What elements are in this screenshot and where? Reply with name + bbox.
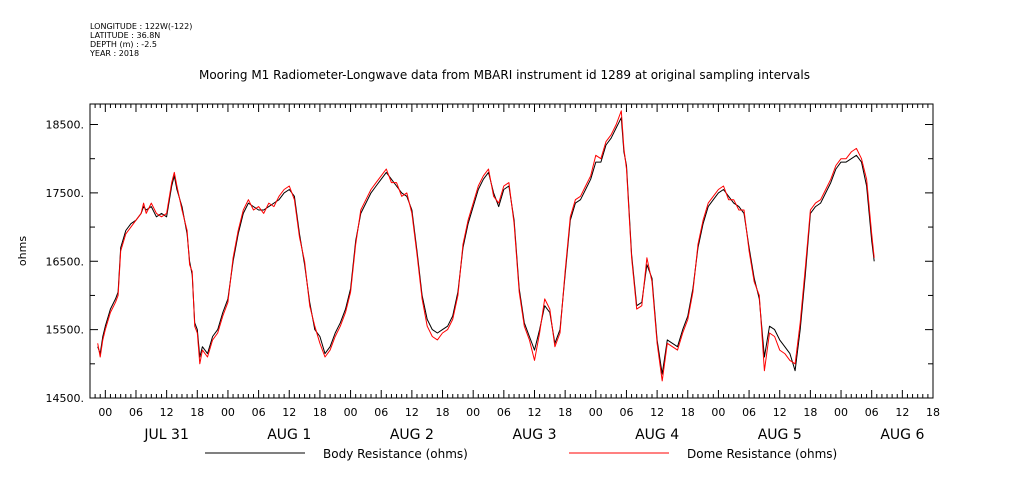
y-axis-label: ohms (16, 236, 29, 266)
x-tick-label: 00 (221, 406, 235, 419)
x-tick-label: 00 (466, 406, 480, 419)
y-tick-label: 14500. (46, 392, 85, 405)
x-day-label: JUL 31 (143, 427, 188, 443)
x-day-label: AUG 5 (758, 427, 802, 443)
chart-title: Mooring M1 Radiometer-Longwave data from… (198, 68, 810, 82)
legend-label-dome: Dome Resistance (ohms) (687, 447, 837, 461)
x-tick-label: 18 (803, 406, 817, 419)
x-tick-label: 12 (160, 406, 174, 419)
x-tick-label: 00 (589, 406, 603, 419)
x-tick-label: 06 (865, 406, 879, 419)
series-body-resistance (97, 117, 875, 375)
header-longitude: LONGITUDE : 122W(-122) (90, 22, 193, 31)
x-tick-label: 06 (129, 406, 143, 419)
x-tick-label: 12 (650, 406, 664, 419)
x-tick-label: 06 (619, 406, 633, 419)
x-tick-label: 00 (711, 406, 725, 419)
ticks-layer: 00 06 12 18 00 06 12 18 00 06 12 18 00 06 12 18 00 06 12 18… (46, 104, 940, 443)
x-tick-label: 06 (497, 406, 511, 419)
x-tick-label: 18 (681, 406, 695, 419)
x-tick-label: 18 (926, 406, 940, 419)
x-day-label: AUG 4 (635, 427, 679, 443)
x-tick-label: 00 (98, 406, 112, 419)
x-tick-label: 18 (190, 406, 204, 419)
legend-label-body: Body Resistance (ohms) (323, 447, 468, 461)
x-tick-label: 12 (405, 406, 419, 419)
y-tick-label: 15500. (46, 324, 85, 337)
x-tick-label: 06 (742, 406, 756, 419)
x-tick-label: 12 (282, 406, 296, 419)
x-tick-label: 18 (313, 406, 327, 419)
x-tick-label: 18 (558, 406, 572, 419)
y-tick-label: 18500. (46, 119, 85, 132)
x-day-label: AUG 3 (512, 427, 556, 443)
series-dome-resistance (97, 110, 875, 382)
x-tick-label: 00 (344, 406, 358, 419)
x-day-label: AUG 2 (390, 427, 434, 443)
x-tick-label: 12 (895, 406, 909, 419)
x-tick-label: 12 (527, 406, 541, 419)
x-tick-label: 12 (773, 406, 787, 419)
y-tick-label: 16500. (46, 255, 85, 268)
legend: Body Resistance (ohms) Dome Resistance (… (205, 447, 837, 461)
x-tick-label: 18 (436, 406, 450, 419)
x-day-label: AUG 1 (267, 427, 311, 443)
x-day-label: AUG 6 (880, 427, 924, 443)
header-depth: DEPTH (m) : -2.5 (90, 40, 157, 49)
x-tick-label: 06 (252, 406, 266, 419)
header-year: YEAR : 2018 (90, 49, 140, 58)
y-tick-label: 17500. (46, 187, 85, 200)
x-tick-label: 06 (374, 406, 388, 419)
header-latitude: LATITUDE : 36.8N (90, 31, 161, 40)
x-tick-label: 00 (834, 406, 848, 419)
plot-frame (89, 103, 934, 399)
series-layer (97, 110, 875, 382)
